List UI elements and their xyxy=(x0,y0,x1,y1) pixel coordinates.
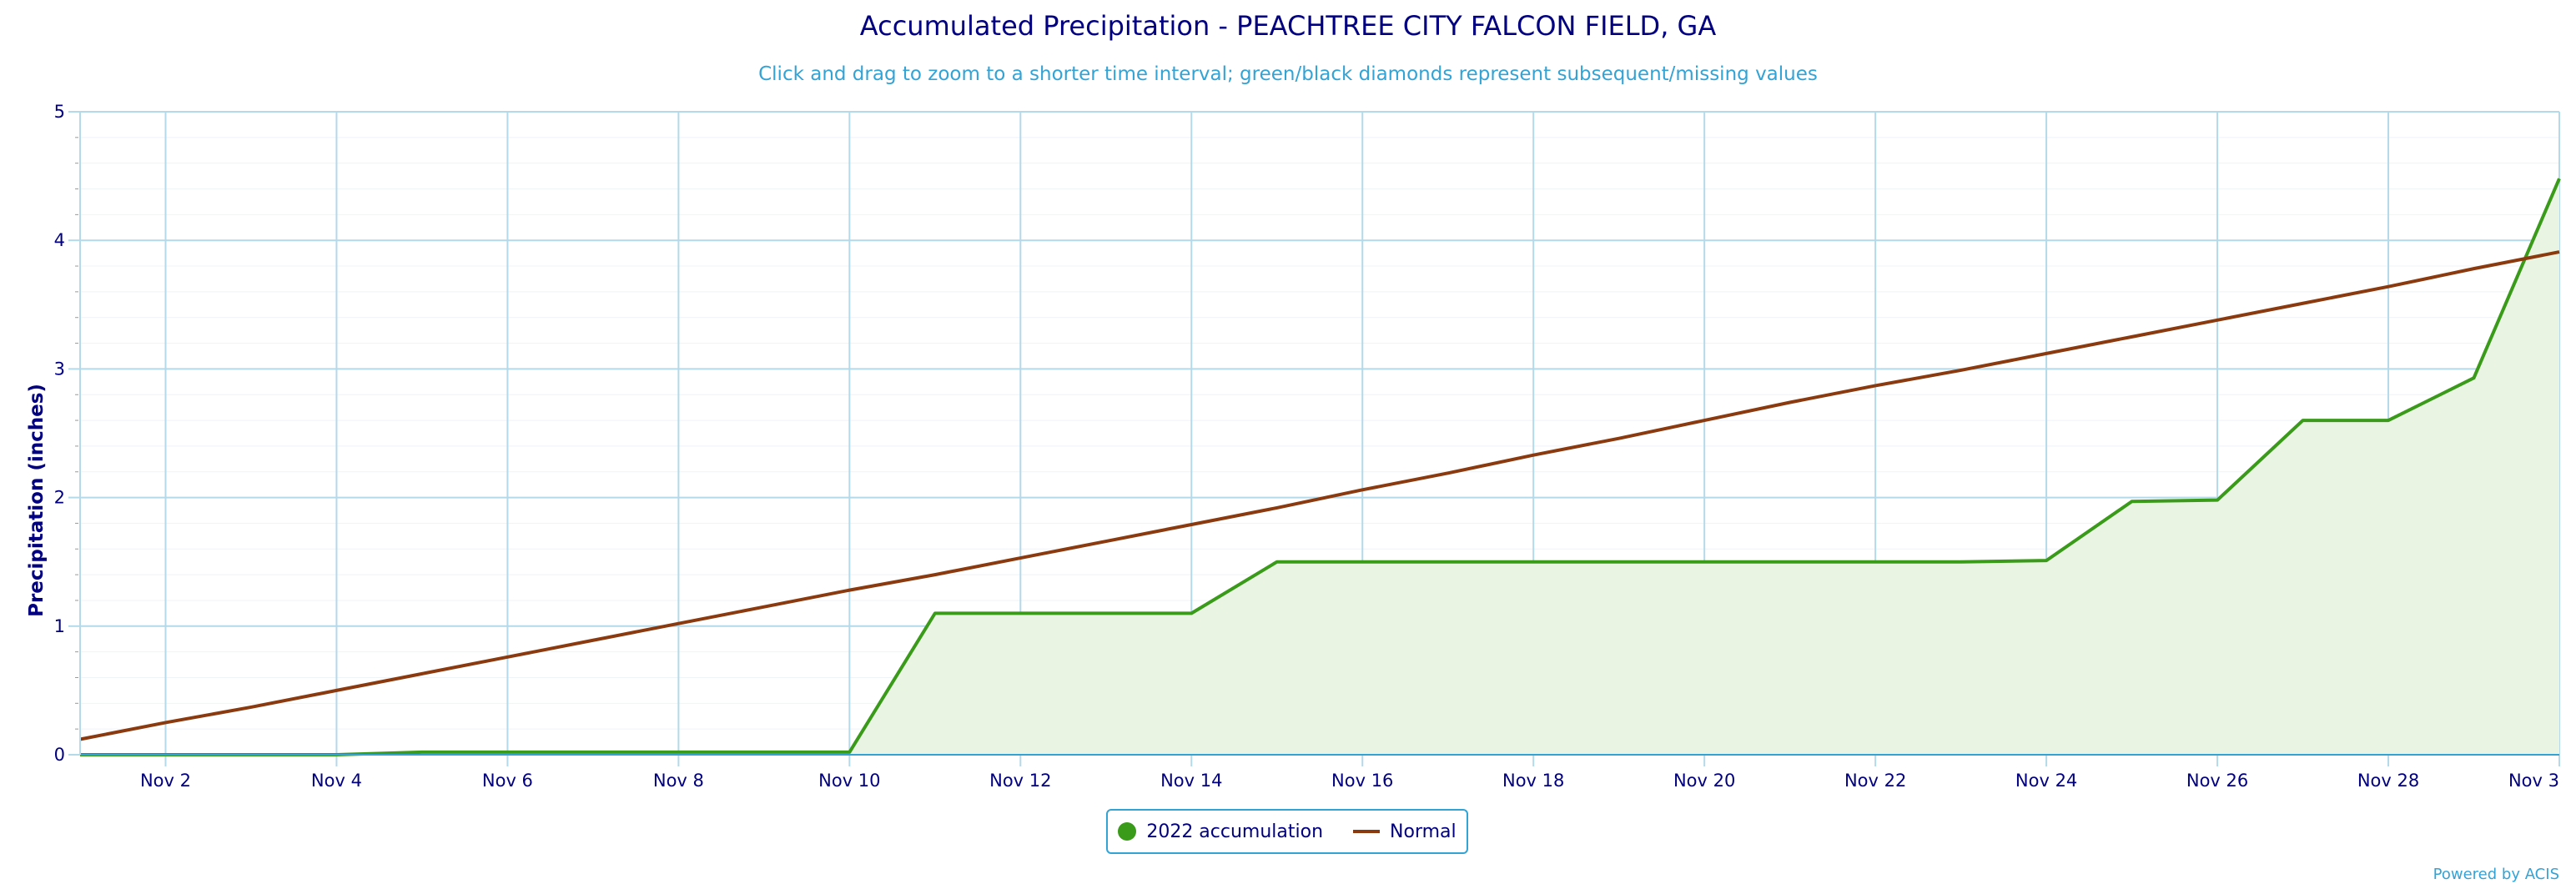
accumulation-point[interactable] xyxy=(1701,559,1708,565)
accumulation-point[interactable] xyxy=(2214,497,2221,504)
normal-point[interactable] xyxy=(1017,555,1024,561)
y-tick-label: 1 xyxy=(54,616,65,636)
normal-point[interactable] xyxy=(162,719,169,726)
normal-point[interactable] xyxy=(2385,284,2392,290)
legend-line-icon xyxy=(1353,830,1381,833)
accumulation-point[interactable] xyxy=(1017,610,1024,616)
normal-point[interactable] xyxy=(932,571,938,578)
line-layer xyxy=(79,175,2563,756)
x-tick-label: Nov 22 xyxy=(1844,771,1906,791)
normal-point[interactable] xyxy=(1445,470,1452,476)
accumulation-point[interactable] xyxy=(2556,175,2563,182)
normal-point[interactable] xyxy=(248,704,254,711)
chart-subtitle: Click and drag to zoom to a shorter time… xyxy=(758,63,1818,85)
chart-title: Accumulated Precipitation - PEACHTREE CI… xyxy=(859,10,1717,42)
normal-point[interactable] xyxy=(1188,521,1195,528)
accumulation-point[interactable] xyxy=(1872,559,1879,565)
x-tick-label: Nov 16 xyxy=(1331,771,1393,791)
accumulation-point[interactable] xyxy=(1188,610,1195,616)
normal-point[interactable] xyxy=(2129,334,2136,340)
legend: 2022 accumulation Normal xyxy=(1106,809,1468,854)
y-tick-label: 4 xyxy=(54,230,65,250)
accumulation-line xyxy=(80,178,2561,756)
accumulation-point[interactable] xyxy=(2471,374,2478,381)
accumulation-point[interactable] xyxy=(2043,557,2050,564)
normal-point[interactable] xyxy=(333,687,340,694)
normal-point[interactable] xyxy=(1530,452,1537,459)
legend-circle-icon xyxy=(1118,822,1137,841)
legend-label-accumulation: 2022 accumulation xyxy=(1146,821,1324,842)
legend-item-normal[interactable]: Normal xyxy=(1353,821,1457,842)
x-tick-label: Nov 14 xyxy=(1160,771,1222,791)
x-tick-label: Nov 18 xyxy=(1502,771,1564,791)
accumulation-point[interactable] xyxy=(1359,559,1366,565)
axis-layer: 0 1 2 3 4 5 Nov 2 Nov 4 Nov 6 Nov 8 Nov 10 Nov 12 No… xyxy=(54,102,2559,791)
accumulation-point[interactable] xyxy=(1103,610,1109,616)
x-tick-label: Nov 6 xyxy=(482,771,533,791)
x-tick-label: Nov 28 xyxy=(2357,771,2419,791)
y-tick-label: 5 xyxy=(54,102,65,122)
credit-link[interactable]: Powered by ACIS xyxy=(2433,866,2559,883)
x-tick-label: Nov 3 xyxy=(2508,771,2559,791)
normal-line xyxy=(79,250,2560,741)
x-tick-label: Nov 26 xyxy=(2186,771,2248,791)
normal-point[interactable] xyxy=(1872,382,1879,389)
normal-point[interactable] xyxy=(504,654,511,660)
normal-point[interactable] xyxy=(1103,538,1109,545)
x-tick-label: Nov 24 xyxy=(2015,771,2077,791)
accumulation-area xyxy=(80,178,2559,755)
x-tick-label: Nov 2 xyxy=(140,771,191,791)
accumulation-point[interactable] xyxy=(1958,559,1965,565)
normal-point[interactable] xyxy=(846,587,853,594)
normal-point[interactable] xyxy=(2556,249,2563,255)
x-tick-label: Nov 4 xyxy=(311,771,362,791)
normal-point[interactable] xyxy=(2471,265,2478,272)
x-tick-label: Nov 8 xyxy=(653,771,704,791)
normal-point[interactable] xyxy=(1274,505,1280,511)
normal-point[interactable] xyxy=(1958,367,1965,374)
normal-point[interactable] xyxy=(675,620,682,627)
chart-plot[interactable]: 0 1 2 3 4 5 Nov 2 Nov 4 Nov 6 Nov 8 Nov 10 Nov 12 No… xyxy=(0,0,2576,801)
normal-point[interactable] xyxy=(419,671,425,677)
accumulation-point[interactable] xyxy=(1616,559,1623,565)
accumulation-point[interactable] xyxy=(932,610,938,616)
x-tick-label: Nov 20 xyxy=(1673,771,1735,791)
y-tick-label: 0 xyxy=(54,745,65,765)
normal-point[interactable] xyxy=(2043,350,2050,357)
accumulation-point[interactable] xyxy=(1787,559,1794,565)
y-tick-label: 3 xyxy=(54,359,65,379)
x-tick-label: Nov 10 xyxy=(818,771,880,791)
normal-point[interactable] xyxy=(1787,399,1794,405)
legend-label-normal: Normal xyxy=(1390,821,1457,842)
accumulation-point[interactable] xyxy=(1274,559,1280,565)
x-tick-label: Nov 12 xyxy=(989,771,1051,791)
area-layer xyxy=(80,178,2559,755)
accumulation-point[interactable] xyxy=(2300,417,2307,424)
normal-point[interactable] xyxy=(590,637,596,644)
accumulation-point[interactable] xyxy=(2129,498,2136,505)
normal-point[interactable] xyxy=(1359,486,1366,493)
accumulation-point[interactable] xyxy=(1530,559,1537,565)
normal-point[interactable] xyxy=(761,604,767,610)
accumulation-point[interactable] xyxy=(2385,417,2392,424)
normal-point[interactable] xyxy=(2214,317,2221,324)
legend-item-accumulation[interactable]: 2022 accumulation xyxy=(1118,821,1323,842)
normal-point[interactable] xyxy=(2300,300,2307,307)
normal-point[interactable] xyxy=(1616,435,1623,442)
y-tick-label: 2 xyxy=(54,488,65,508)
accumulation-point[interactable] xyxy=(1445,559,1452,565)
normal-point[interactable] xyxy=(1701,417,1708,424)
